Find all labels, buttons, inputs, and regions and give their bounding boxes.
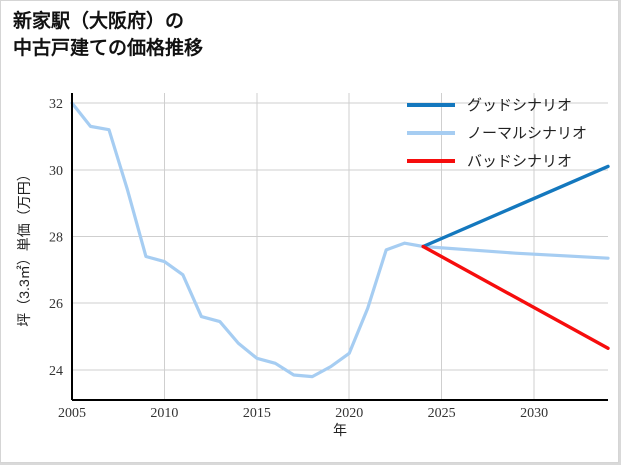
y-tick-label: 32 — [49, 97, 63, 112]
y-tick-label: 24 — [49, 364, 63, 379]
series-line-ノーマルシナリオ — [70, 101, 610, 379]
legend-label-グッドシナリオ: グッドシナリオ — [467, 97, 572, 114]
y-tick-label: 26 — [49, 297, 63, 312]
x-axis-label: 年 — [333, 422, 347, 438]
series-line-グッドシナリオ — [421, 164, 610, 249]
x-tick-label: 2005 — [58, 406, 86, 421]
legend-label-バッドシナリオ: バッドシナリオ — [467, 154, 572, 170]
x-axis-tick-labels: 2005 2010 2015 2020 2025 2030 — [58, 406, 548, 421]
x-tick-label: 2025 — [428, 406, 456, 421]
legend-label-ノーマルシナリオ: ノーマルシナリオ — [467, 126, 587, 142]
page-title: 新家駅（大阪府）の 中古戸建ての価格推移 — [13, 11, 204, 59]
y-tick-label: 30 — [49, 164, 63, 179]
y-axis-tick-labels: 24 26 28 30 32 — [49, 97, 63, 379]
x-tick-label: 2030 — [520, 406, 548, 421]
x-tick-label: 2020 — [335, 406, 363, 421]
series-layer — [70, 101, 610, 379]
x-tick-label: 2015 — [243, 406, 271, 421]
x-tick-label: 2010 — [150, 406, 178, 421]
axis-lines — [70, 93, 608, 402]
y-axis-label: 坪（3.3㎡）単価（万円） — [16, 167, 32, 326]
y-tick-label: 28 — [49, 230, 63, 245]
series-line-バッドシナリオ — [421, 244, 610, 350]
